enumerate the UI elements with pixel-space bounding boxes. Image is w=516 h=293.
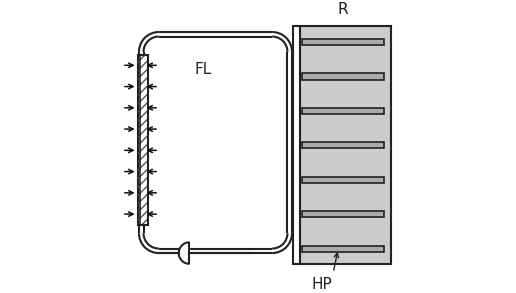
Bar [302,211,384,217]
Text: HP: HP [312,277,332,292]
Bar [140,55,148,225]
Bar [302,177,384,183]
Bar [302,142,384,149]
Bar [138,55,148,225]
Polygon shape [179,242,189,264]
Text: R: R [337,2,348,17]
Bar [302,39,384,45]
Bar [302,73,384,79]
Bar [302,246,384,252]
Text: FL: FL [195,62,212,77]
PathPatch shape [143,37,287,248]
Bar [302,108,384,114]
Bar [138,55,148,225]
Bar [295,26,391,264]
Bar [293,26,300,264]
